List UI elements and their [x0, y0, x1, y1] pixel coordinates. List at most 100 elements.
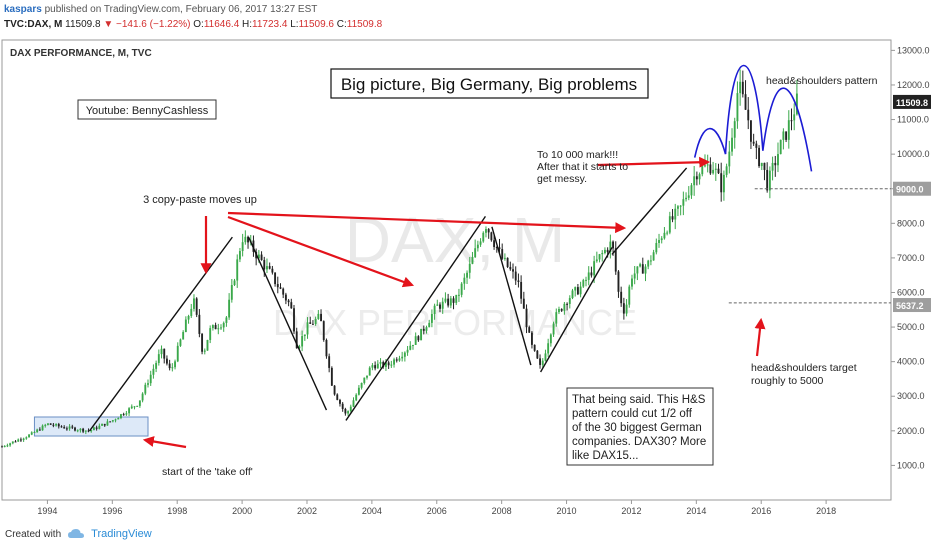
- candle-body: [190, 308, 193, 316]
- candle-body: [395, 359, 398, 361]
- candle-body: [347, 411, 350, 414]
- y-tick-label: 2000.0: [897, 426, 925, 436]
- candle-body: [509, 266, 512, 270]
- candle-body: [33, 432, 36, 434]
- right-shoulder-arc: [762, 87, 813, 172]
- candle-body: [117, 418, 120, 420]
- symbol-label: TVC:DAX, M: [4, 19, 63, 30]
- x-tick-label: 2012: [621, 506, 641, 516]
- candle-body: [512, 269, 514, 272]
- candle-body: [585, 279, 587, 281]
- candle-body: [763, 162, 766, 170]
- candle-body: [795, 93, 798, 115]
- y-tick-label: 7000.0: [897, 253, 925, 263]
- youtube-text: Youtube: BennyCashless: [86, 105, 209, 117]
- candle-body: [563, 303, 566, 311]
- candle-body: [274, 272, 277, 285]
- candle-body: [547, 343, 550, 354]
- candle-body: [206, 339, 209, 351]
- candle-body: [787, 120, 790, 140]
- candle-body: [676, 206, 679, 209]
- candle-body: [1, 446, 3, 448]
- candle-body: [217, 328, 220, 330]
- candle-body: [490, 232, 493, 241]
- candle-body: [682, 199, 685, 206]
- candle-body: [44, 424, 47, 426]
- candle-body: [631, 278, 633, 287]
- candle-body: [539, 358, 541, 365]
- candle-body: [68, 426, 71, 429]
- candle-body: [230, 285, 233, 300]
- candle-body: [184, 319, 187, 333]
- candle-body: [406, 349, 409, 353]
- candle-body: [130, 406, 133, 409]
- candle-body: [152, 368, 155, 375]
- candle-body: [160, 348, 163, 355]
- candle-body: [474, 248, 477, 258]
- arrow-takeoff: [142, 436, 187, 449]
- candle-body: [712, 169, 715, 174]
- candle-body: [176, 345, 179, 362]
- trend-line: [345, 215, 487, 421]
- y-tick-label: 8000.0: [897, 218, 925, 228]
- candle-body: [628, 286, 631, 305]
- candle-body: [220, 327, 222, 329]
- candle-body: [617, 271, 620, 292]
- high-value: 11723.4: [252, 19, 288, 30]
- y-tick-label: 10000.0: [897, 149, 930, 159]
- candle-body: [141, 393, 144, 401]
- x-tick-label: 2002: [297, 506, 317, 516]
- candle-body: [84, 430, 87, 432]
- candle-body: [17, 439, 20, 442]
- candle-body: [533, 344, 536, 351]
- candle-body: [768, 170, 771, 191]
- open-value: 11646.4: [203, 19, 240, 30]
- candle-body: [193, 298, 195, 309]
- candle-body: [352, 400, 355, 407]
- level-badge-bg: [893, 181, 931, 196]
- candle-body: [449, 298, 452, 306]
- candle-body: [471, 257, 474, 264]
- candle-body: [587, 272, 590, 280]
- tradingview-brand-link[interactable]: TradingView: [91, 528, 152, 540]
- candle-body: [317, 313, 320, 319]
- candle-body: [71, 426, 74, 428]
- candle-body: [701, 166, 704, 175]
- candle-body: [149, 374, 152, 384]
- candle-body: [9, 443, 12, 446]
- candle-body: [425, 327, 428, 331]
- trend-line: [539, 247, 613, 373]
- candle-body: [19, 439, 22, 441]
- candle-body: [671, 216, 674, 220]
- author-link[interactable]: kaspars: [4, 4, 42, 15]
- candle-body: [479, 241, 482, 245]
- candle-body: [595, 259, 598, 262]
- x-tick-label: 2014: [686, 506, 706, 516]
- y-tick-label: 1000.0: [897, 460, 925, 470]
- candle-body: [182, 332, 185, 340]
- candle-body: [752, 141, 755, 144]
- candle-body: [568, 298, 571, 304]
- candle-body: [639, 264, 642, 267]
- candle-body: [74, 427, 76, 431]
- candle-body: [779, 139, 782, 155]
- candle-body: [387, 362, 390, 366]
- candle-body: [228, 299, 231, 318]
- candle-body: [103, 423, 106, 426]
- candle-body: [503, 257, 506, 259]
- candle-body: [731, 137, 733, 152]
- candle-body: [714, 168, 717, 170]
- candle-body: [295, 331, 298, 349]
- candle-body: [301, 336, 304, 347]
- candle-body: [652, 252, 655, 261]
- candle-body: [339, 399, 341, 404]
- candle-body: [409, 345, 412, 350]
- y-tick-label: 4000.0: [897, 357, 925, 367]
- publish-info: kaspars published on TradingView.com, Fe…: [4, 4, 317, 15]
- candle-body: [65, 428, 68, 430]
- candle-body: [187, 315, 190, 320]
- candle-body: [704, 165, 706, 167]
- candle-body: [52, 424, 55, 426]
- tradingview-cloud-icon: [68, 529, 85, 538]
